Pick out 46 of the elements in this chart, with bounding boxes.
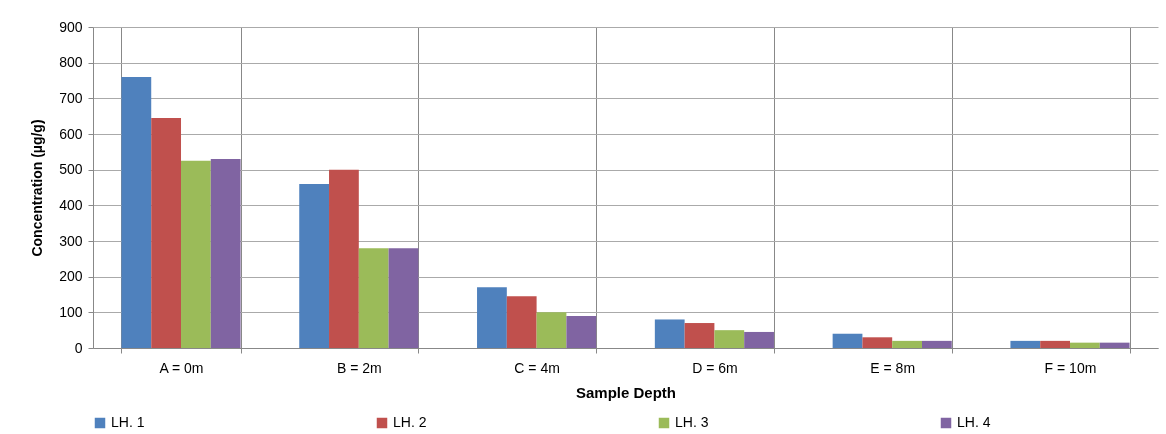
- y-tick-label: 100: [59, 303, 83, 320]
- x-tick-label: D = 6m: [692, 359, 738, 376]
- bar: [121, 76, 152, 348]
- legend-label: LH. 3: [675, 414, 709, 430]
- bar: [921, 340, 952, 348]
- x-tick-label: E = 8m: [870, 359, 916, 376]
- x-tick-label: C = 4m: [514, 359, 560, 376]
- bar: [210, 158, 241, 348]
- y-tick-label: 800: [59, 54, 83, 71]
- y-tick-label: 300: [59, 232, 83, 249]
- y-tick-label: 600: [59, 125, 83, 142]
- bar: [388, 248, 419, 348]
- bar: [1099, 342, 1130, 348]
- bar: [358, 248, 389, 348]
- y-tick-label: 200: [59, 268, 83, 285]
- bar: [329, 169, 359, 348]
- bar: [299, 183, 330, 348]
- bar: [1010, 340, 1041, 348]
- bar: [506, 296, 537, 348]
- x-tick-label: B = 2m: [336, 359, 382, 376]
- y-tick-label: 500: [59, 161, 83, 178]
- legend-label: LH. 4: [957, 414, 991, 430]
- bar: [536, 312, 567, 348]
- bar: [566, 315, 597, 348]
- x-tick-label: F = 10m: [1044, 359, 1097, 376]
- y-axis-title: Concentration (µg/g): [29, 119, 46, 257]
- bar: [1069, 342, 1100, 348]
- y-tick-label: 0: [74, 339, 83, 356]
- bar: [654, 319, 685, 348]
- legend-label: LH. 1: [111, 414, 145, 430]
- bar: [832, 333, 863, 348]
- x-tick-label: A = 0m: [159, 359, 204, 376]
- bar: [477, 287, 507, 348]
- bar: [892, 340, 922, 348]
- bar: [862, 337, 893, 348]
- x-axis-title: Sample Depth: [575, 383, 677, 401]
- y-tick-label: 900: [59, 18, 83, 35]
- bar: [1040, 340, 1070, 348]
- bar: [181, 160, 211, 348]
- bar: [744, 331, 774, 348]
- y-tick-label: 700: [59, 89, 83, 106]
- bar: [151, 117, 182, 348]
- y-tick-label: 400: [59, 196, 83, 213]
- legend-label: LH. 2: [393, 414, 427, 430]
- bar: [714, 330, 745, 348]
- bar: [684, 323, 715, 348]
